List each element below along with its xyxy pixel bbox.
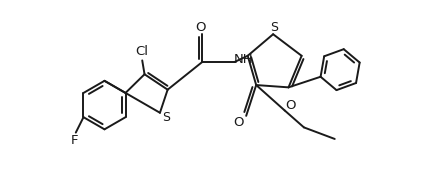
Text: O: O [233,116,244,129]
Text: O: O [285,99,296,112]
Text: O: O [195,21,206,34]
Text: NH: NH [234,53,254,66]
Text: S: S [270,21,278,34]
Text: Cl: Cl [136,45,149,58]
Text: F: F [70,134,78,147]
Text: S: S [162,111,170,124]
